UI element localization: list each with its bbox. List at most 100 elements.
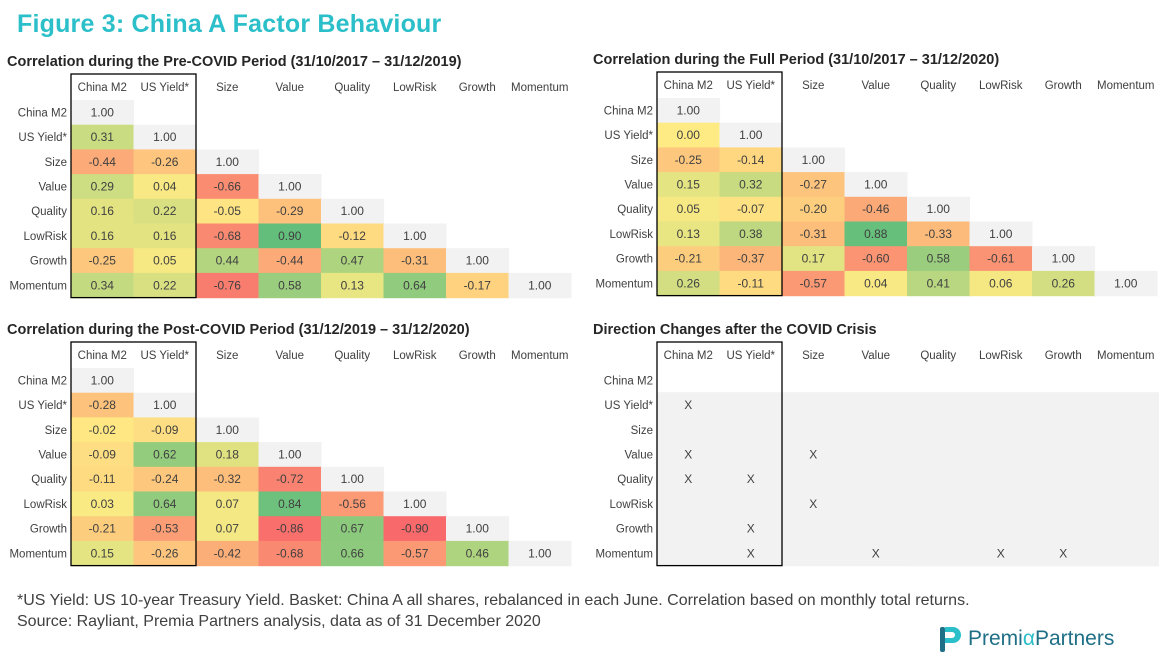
staircase-background [1032,540,1159,567]
row-header: Size [45,425,67,437]
direction-change-mark: X [809,447,817,461]
cell-value: 1.00 [278,447,302,461]
cell-value: 0.58 [278,278,302,292]
cell-value: 0.22 [153,278,177,292]
heatmap-cell [133,124,197,150]
heatmap-cell [321,491,385,517]
heatmap-cell [133,149,197,175]
cell-value: 0.06 [989,276,1013,290]
cell-value: -0.09 [89,447,117,461]
heatmap-cell [782,172,846,198]
cell-value: 1.00 [528,546,552,560]
correlation-matrix-full-period: China M2 US Yield* Size Value Quality LowRisk… [595,71,1158,297]
row-header: LowRisk [610,229,654,241]
cell-value: -0.11 [738,276,765,290]
cell-value: 0.62 [153,447,177,461]
row-header: Size [45,157,67,169]
cell-value: -0.68 [214,229,242,243]
row-header: China M2 [604,105,653,117]
column-header: US Yield* [726,80,775,92]
column-header: Quality [920,80,956,92]
heatmap-cell [1032,246,1096,272]
column-header: Growth [459,82,496,94]
row-header: Quality [31,206,67,218]
heatmap-cell [383,272,447,299]
heatmap-cell [196,223,260,249]
heatmap-cell [71,392,135,418]
cell-value: -0.56 [339,497,367,511]
row-header: LowRisk [24,231,68,243]
cell-value: 1.00 [403,229,427,243]
cell-value: 0.13 [341,278,365,292]
cell-value: -0.90 [401,522,429,536]
heatmap-cell [133,248,197,274]
heatmap-cell [133,540,197,567]
column-header: China M2 [78,350,127,362]
heatmap-cell [844,196,908,223]
heatmap-cell [133,198,197,225]
cell-value: -0.44 [89,155,117,169]
direction-change-mark: X [747,472,755,486]
cell-value: -0.44 [276,254,304,268]
heatmap-cell [446,272,510,299]
cell-value: 1.00 [216,155,240,169]
heatmap-cell [508,540,572,567]
cell-value: 0.66 [341,546,365,560]
row-header: Growth [30,524,67,536]
heatmap-cell [258,491,322,517]
row-header: China M2 [18,107,67,119]
cell-value: -0.25 [675,153,703,167]
heatmap-cell [196,417,260,443]
highlight-box [656,71,783,297]
footnote-line-1: *US Yield: US 10-year Treasury Yield. Ba… [17,592,970,609]
column-header: US Yield* [140,82,189,94]
heatmap-cell [196,540,260,567]
cell-value: 1.00 [989,227,1013,241]
cell-value: -0.09 [151,423,179,437]
direction-change-mark: X [872,546,880,560]
cell-value: 0.16 [91,204,115,218]
column-header: Value [861,350,890,362]
heatmap-cell [321,248,385,274]
row-header: US Yield* [604,400,653,412]
cell-value: -0.24 [151,472,179,486]
direction-change-mark: X [747,546,755,560]
direction-change-mark: X [684,398,692,412]
column-header: Size [216,82,238,94]
cell-value: 0.07 [216,522,240,536]
cell-value: -0.33 [925,227,953,241]
heatmap-cell [71,174,135,200]
column-header: Momentum [1097,80,1155,92]
heatmap-cell [71,100,135,126]
cell-value: -0.68 [276,546,304,560]
row-header: Momentum [9,280,67,292]
heatmap-cell [657,172,721,198]
cell-value: 1.00 [341,204,365,218]
heatmap-cell [907,196,971,223]
row-header: Value [38,449,67,461]
cell-value: 1.00 [1052,252,1076,266]
direction-change-mark: X [997,546,1005,560]
heatmap-cell [446,540,510,567]
column-header: China M2 [664,350,713,362]
direction-change-mark: X [684,472,692,486]
cell-value: -0.42 [214,546,242,560]
cell-value: -0.60 [862,252,890,266]
heatmap-cell [133,491,197,517]
row-header: Quality [31,474,67,486]
cell-value: -0.12 [339,229,367,243]
heatmap-cell [133,223,197,249]
column-header: Value [275,82,304,94]
column-header: US Yield* [726,350,775,362]
cell-value: -0.29 [276,204,304,218]
heatmap-cell [71,540,135,567]
heatmap-cell [657,246,721,272]
row-header: China M2 [604,375,653,387]
column-header: LowRisk [393,82,437,94]
heatmap-cell [71,491,135,517]
heatmap-cell [719,246,783,272]
cell-value: 1.00 [677,103,701,117]
row-header: Momentum [595,548,653,560]
row-header: Size [631,425,653,437]
cell-value: 0.88 [864,227,888,241]
